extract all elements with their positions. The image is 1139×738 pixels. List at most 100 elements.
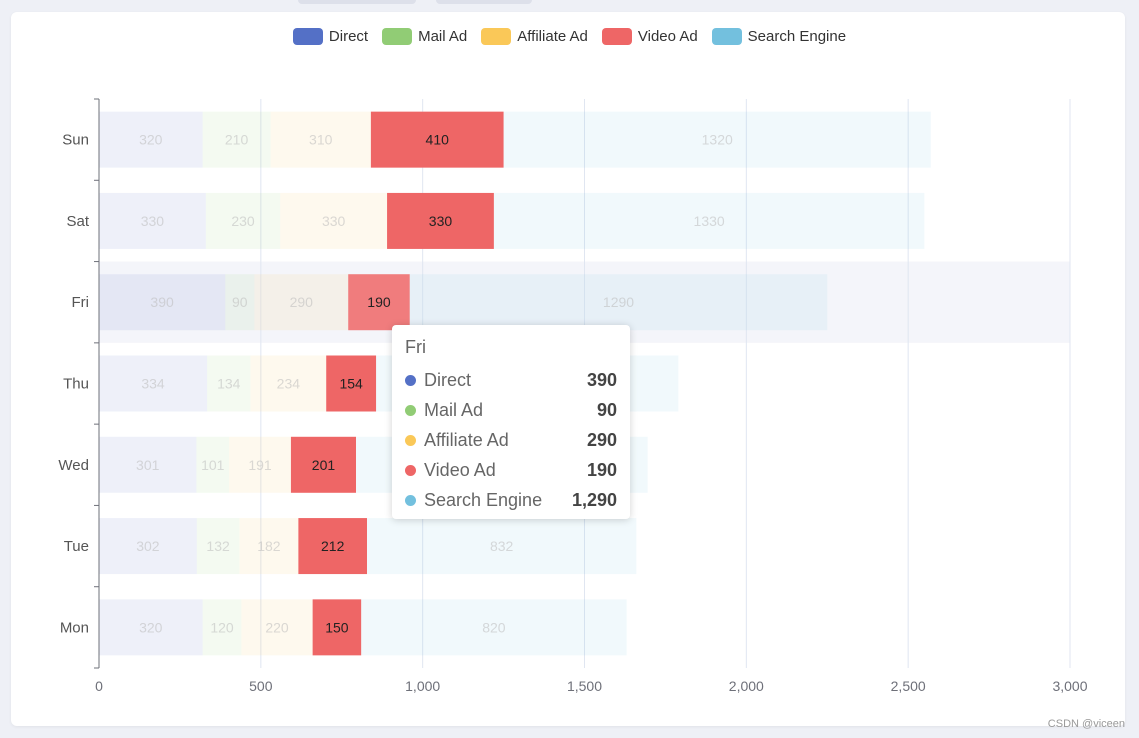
bar-value-label: 182 [257,538,281,554]
bar-value-label: 90 [232,294,248,310]
bar-segment [493,192,925,249]
legend-label-direct: Direct [328,28,369,45]
bar-value-label: 134 [217,376,241,392]
top-tab-1[interactable] [298,0,416,4]
bar-value-label: 150 [325,619,349,635]
tooltip-series-name: Mail Ad [424,399,484,420]
bar-segment [207,355,251,412]
bar-segment [290,436,356,493]
legend-label-search-engine: Search Engine [747,28,847,45]
bar-value-label: 1290 [603,294,634,310]
bar-segment [503,111,931,168]
bar-segment [205,192,281,249]
bar-segment [312,599,362,656]
bar-value-label: 212 [321,538,345,554]
legend-item-direct[interactable]: Direct [292,28,369,45]
tooltip-dot-icon [405,404,416,416]
bar-segment [202,599,242,656]
tooltip-series-value: 390 [586,369,617,390]
legend-label-video-ad: Video Ad [637,28,698,45]
tooltip-series-value: 90 [596,399,617,420]
legend-item-mail-ad[interactable]: Mail Ad [382,28,467,45]
bar-segment [409,274,828,331]
bar-segment [99,111,203,168]
bar-value-label: 301 [136,457,160,473]
bar-segment [348,274,410,331]
legend-label-affiliate-ad: Affiliate Ad [517,28,588,45]
legend-swatch-video-ad [601,28,632,45]
bar-segment [99,274,226,331]
bar-value-label: 390 [150,294,174,310]
bar-value-label: 820 [482,619,506,635]
bar-segment [250,355,327,412]
bar-segment [99,436,197,493]
bar-value-label: 191 [248,457,272,473]
bar-segment [326,355,377,412]
bar-value-label: 190 [367,294,391,310]
legend-swatch-direct [292,28,323,45]
bar-segment [361,599,627,656]
bar-value-label: 1320 [702,132,733,148]
tooltip-title: Fri [405,337,426,357]
top-tab-2[interactable] [436,0,532,4]
y-category-label: Sun [62,132,89,149]
bar-value-label: 320 [139,619,163,635]
legend-item-search-engine[interactable]: Search Engine [711,28,847,45]
bar-value-label: 330 [429,213,453,229]
bar-value-label: 201 [312,457,336,473]
tooltip-row: Video Ad 190 [405,455,617,485]
bar-value-label: 101 [201,457,225,473]
y-category-label: Thu [63,376,89,393]
bar-segment [241,599,313,656]
bar-segment [99,192,206,249]
x-tick-label: 500 [249,678,273,694]
bar-segment [99,518,197,575]
bar-segment [99,355,208,412]
bar-value-label: 302 [136,538,160,554]
bar-value-label: 330 [322,213,346,229]
bar-value-label: 410 [426,132,450,148]
legend-swatch-search-engine [711,28,742,45]
bar-value-label: 220 [265,619,289,635]
legend-swatch-affiliate-ad [481,28,512,45]
x-tick-label: 3,000 [1052,678,1087,694]
bar-segment [239,518,299,575]
legend-swatch-mail-ad [382,28,413,45]
tooltip-series-value: 1,290 [571,489,617,510]
y-category-label: Fri [72,294,90,311]
y-category-label: Mon [60,619,89,636]
bar-segment [225,274,255,331]
bar-segment [99,599,203,656]
y-category-label: Wed [58,457,89,474]
tooltip-row: Affiliate Ad 290 [405,425,617,455]
legend-item-affiliate-ad[interactable]: Affiliate Ad [481,28,588,45]
bar-segment [196,518,240,575]
tooltip-series-name: Video Ad [424,459,496,480]
bar-segment [280,192,388,249]
bar-segment [196,436,230,493]
bar-value-label: 334 [141,376,165,392]
tooltip-row: Search Engine 1,290 [405,485,617,515]
bar-value-label: 154 [339,376,363,392]
bar-segment [298,518,367,575]
legend-item-video-ad[interactable]: Video Ad [601,28,698,45]
bar-segment [254,274,349,331]
x-tick-label: 1,500 [567,678,602,694]
tooltip-series-name: Direct [424,369,472,390]
bar-value-label: 210 [225,132,249,148]
watermark: CSDN @viceen [1047,718,1125,730]
bar-segment [370,111,504,168]
bar-segment [229,436,291,493]
y-category-label: Tue [64,538,89,555]
y-category-label: Sat [66,213,89,230]
tooltip-dot-icon [405,494,416,506]
x-tick-label: 1,000 [405,678,440,694]
x-tick-label: 2,000 [729,678,764,694]
chart-legend: Direct Mail Ad Affiliate Ad Video Ad Sea… [0,28,1139,45]
tooltip-dot-icon [405,374,416,386]
bar-value-label: 1330 [694,213,725,229]
bar-value-label: 310 [309,132,333,148]
bar-value-label: 290 [290,294,314,310]
bar-value-label: 132 [206,538,230,554]
